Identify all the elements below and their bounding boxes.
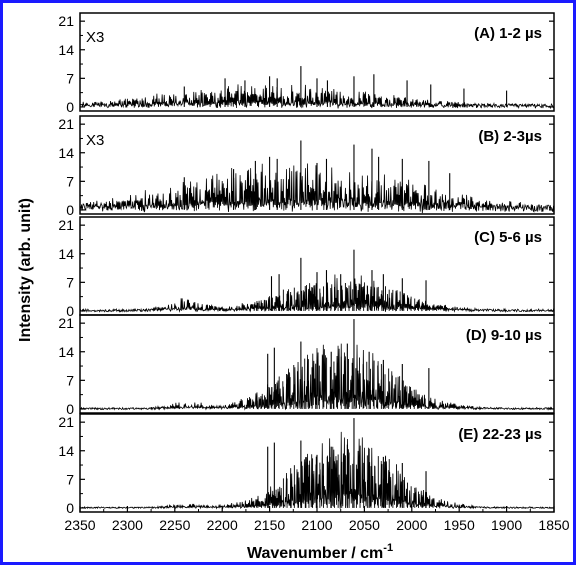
x-tick-label: 2000 (396, 517, 427, 533)
panel-box (79, 314, 555, 414)
x-tick-label: 2350 (64, 517, 95, 533)
panel-label-e: (E) 22-23 µs (458, 426, 542, 443)
spectrum-line-d (80, 343, 554, 411)
panel-a: 0 7 14 21 (A) 1-2 µs X3 (58, 12, 555, 115)
y-tick-label: 0 (66, 401, 74, 417)
x-tick-label: 2300 (112, 517, 143, 533)
x-axis-title-text: Wavenumber / cm (247, 545, 383, 562)
x-axis-title-superscript: -1 (383, 542, 393, 554)
panel-label-c: (C) 5-6 µs (474, 229, 542, 246)
panel-c: 0 7 14 21 (C) 5-6 µs (58, 216, 555, 319)
panel-label-b: (B) 2-3µs (478, 128, 542, 145)
x-axis: 2350 2300 2250 2200 2150 2100 2050 2000 1950 1900… (64, 506, 570, 533)
x-tick-label: 2100 (301, 517, 332, 533)
y-tick-label: 21 (58, 414, 74, 430)
panels-layer: 0 7 14 21 (A) 1-2 µs X3 0 7 14 21 (B) 2-3µs X3 0 7 14 2… (58, 12, 555, 516)
x-tick-label: 1950 (444, 517, 475, 533)
panel-box (79, 12, 555, 112)
y-tick-label: 7 (66, 173, 74, 189)
y-tick-label: 0 (66, 202, 74, 218)
x-axis-title: Wavenumber / cm-1 (247, 542, 393, 562)
y-tick-label: 0 (66, 500, 74, 516)
y-tick-label: 7 (66, 372, 74, 388)
panel-b: 0 7 14 21 (B) 2-3µs X3 (58, 115, 555, 218)
panel-box (79, 115, 555, 215)
y-tick-label: 14 (58, 246, 74, 262)
x-tick-label: 2200 (207, 517, 238, 533)
y-tick-label: 7 (66, 471, 74, 487)
x-tick-label: 2150 (254, 517, 285, 533)
x-tick-label: 2050 (349, 517, 380, 533)
y-tick-label: 0 (66, 303, 74, 319)
multiplier-label-a: X3 (86, 29, 104, 46)
x-tick-label: 2250 (159, 517, 190, 533)
y-tick-label: 14 (58, 443, 74, 459)
y-tick-label: 7 (66, 70, 74, 86)
x-tick-label: 1850 (538, 517, 569, 533)
y-tick-label: 21 (58, 13, 74, 29)
y-tick-label: 14 (58, 145, 74, 161)
y-tick-label: 21 (58, 315, 74, 331)
y-tick-label: 0 (66, 99, 74, 115)
panel-label-d: (D) 9-10 µs (466, 327, 542, 344)
y-axis-title: Intensity (arb. unit) (17, 198, 34, 342)
y-tick-label: 14 (58, 344, 74, 360)
y-tick-label: 7 (66, 274, 74, 290)
panel-d: 0 7 14 21 (D) 9-10 µs (58, 314, 555, 417)
y-tick-label: 14 (58, 42, 74, 58)
y-tick-label: 21 (58, 217, 74, 233)
y-tick-label: 21 (58, 116, 74, 132)
x-tick-label: 1900 (491, 517, 522, 533)
multiplier-label-b: X3 (86, 132, 104, 149)
panel-label-a: (A) 1-2 µs (474, 25, 542, 42)
panel-e: 0 7 14 21 (E) 22-23 µs (58, 413, 555, 516)
